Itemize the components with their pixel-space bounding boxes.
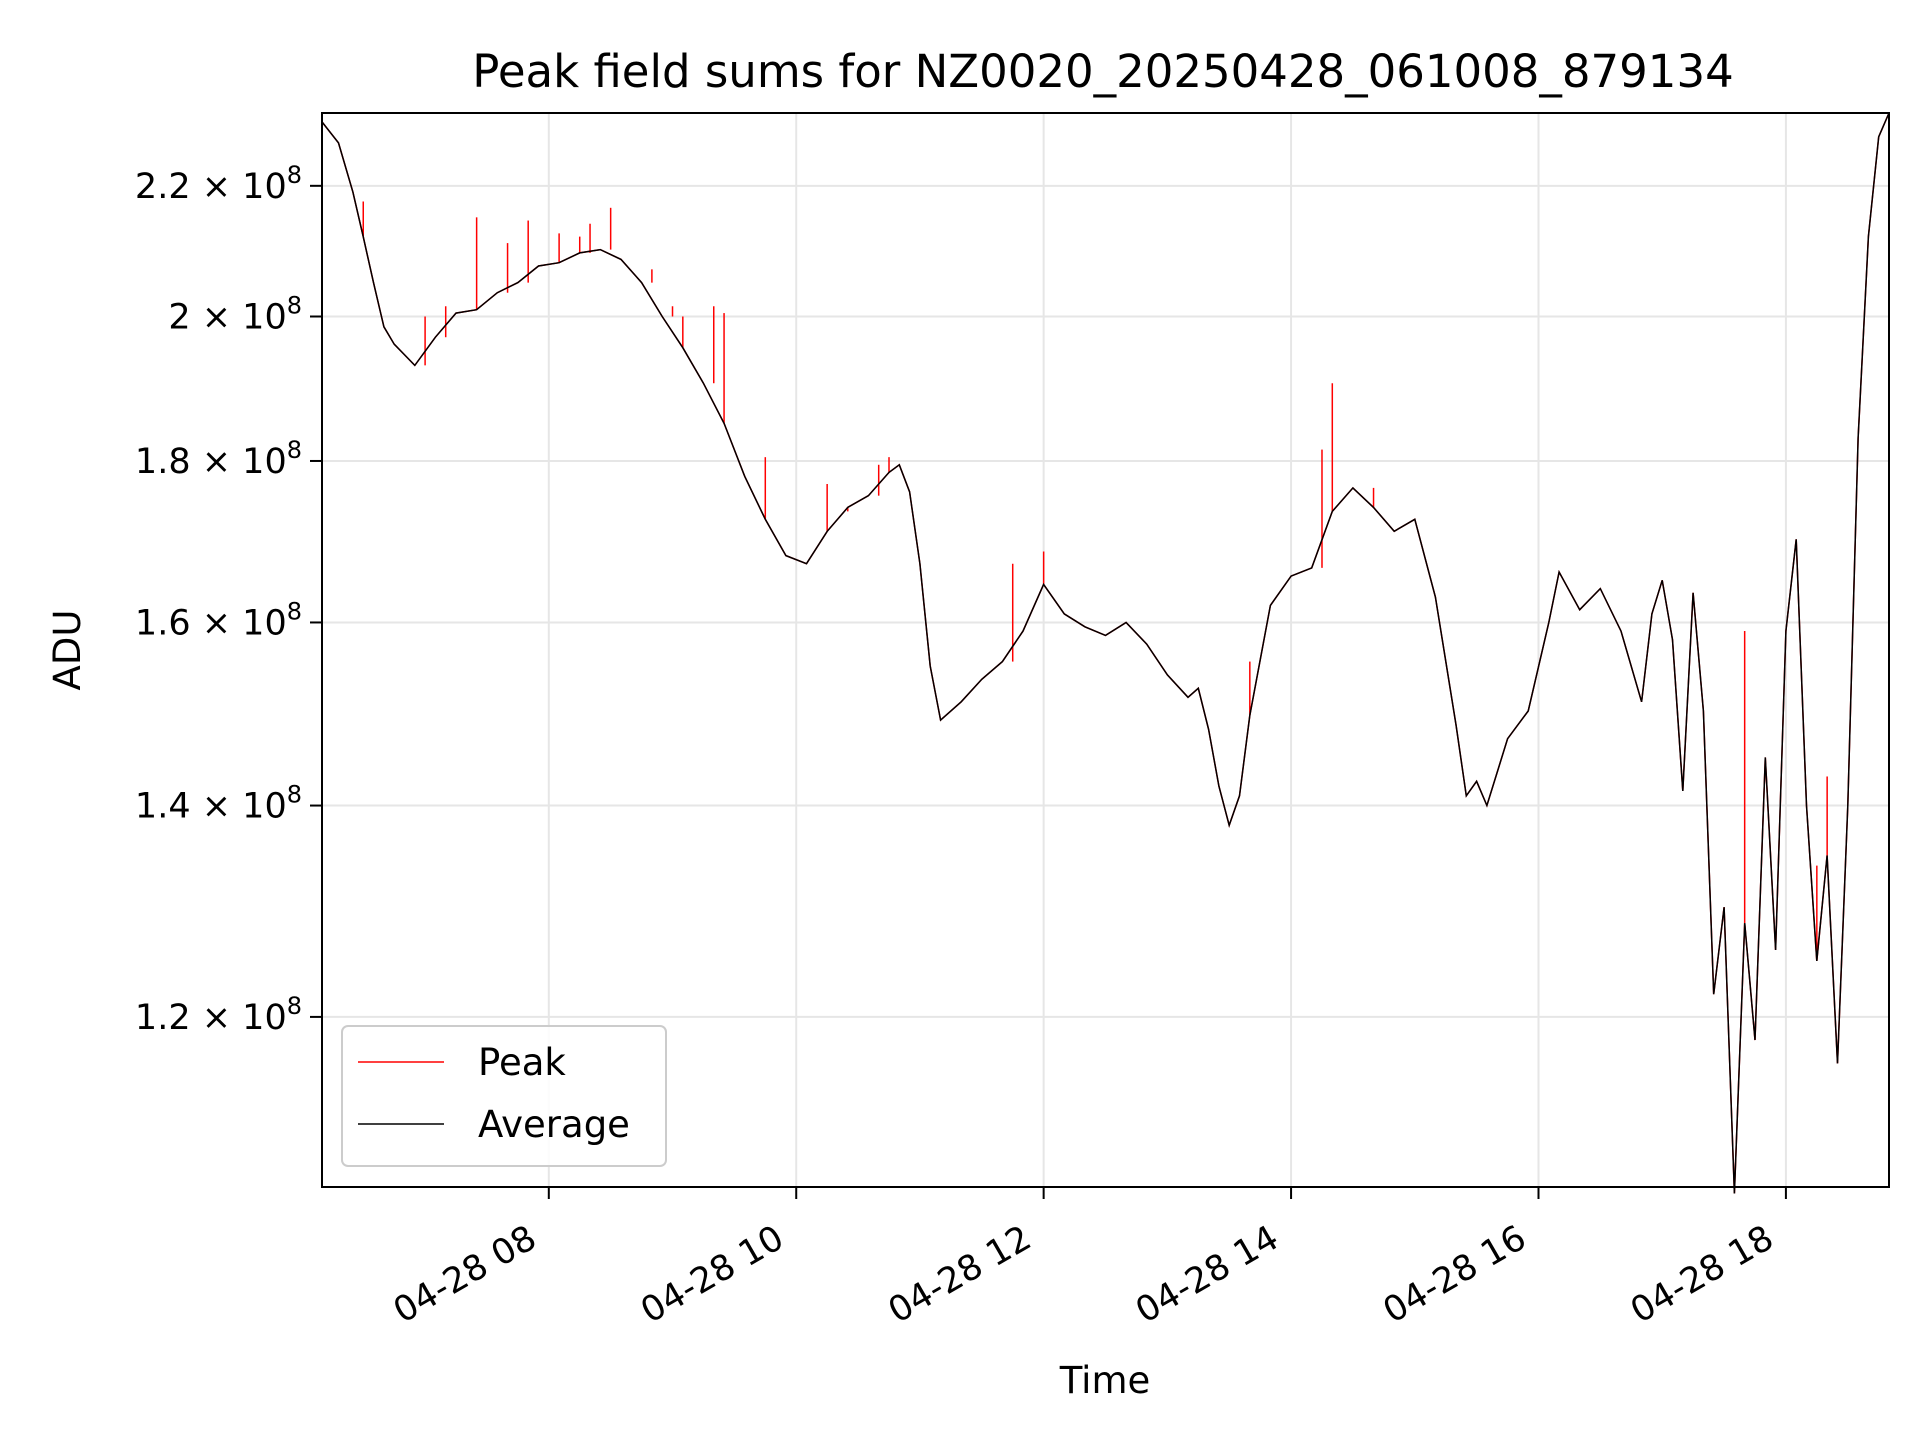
x-tick-label: 04-28 14 [1129,1218,1285,1331]
y-tick-times: × [191,298,243,338]
y-tick-exponent: 8 [287,781,302,809]
legend-label-average: Average [478,1103,630,1146]
y-tick-times: × [191,787,243,827]
y-tick-label: 2.2 × 108 [135,161,302,207]
x-tick-label: 04-28 16 [1377,1218,1533,1331]
y-tick-base: 10 [242,167,287,207]
y-tick-times: × [191,998,243,1038]
x-tick-label: 04-28 10 [634,1218,790,1331]
y-tick-base: 10 [242,787,287,827]
y-axis-title: ADU [46,610,89,691]
y-tick-exponent: 8 [287,292,302,320]
y-tick-mantissa: 1.6 [135,603,191,643]
y-tick-label: 2 × 108 [168,292,302,338]
chart-title: Peak field sums for NZ0020_20250428_0610… [472,45,1733,98]
y-tick-times: × [191,442,243,482]
y-tick-mantissa: 1.4 [135,787,191,827]
y-tick-base: 10 [242,442,287,482]
y-tick-label: 1.4 × 108 [135,781,302,827]
y-tick-exponent: 8 [287,992,302,1020]
legend: Peak Average [342,1026,666,1166]
y-tick-base: 10 [242,998,287,1038]
legend-label-peak: Peak [478,1041,566,1084]
y-tick-times: × [191,167,243,207]
y-tick-times: × [191,603,243,643]
y-tick-label: 1.6 × 108 [135,597,302,643]
y-tick-mantissa: 2.2 [135,167,191,207]
y-tick-base: 10 [242,603,287,643]
y-tick-base: 10 [242,298,287,338]
y-tick-label: 1.8 × 108 [135,436,302,482]
x-tick-label: 04-28 08 [387,1218,543,1331]
x-axis-title: Time [1059,1359,1151,1402]
y-tick-mantissa: 2 [168,298,190,338]
x-axis-ticks: 04-28 08 04-28 10 04-28 12 04-28 14 04-28 16… [387,1187,1786,1331]
y-tick-exponent: 8 [287,436,302,464]
x-tick-label: 04-28 12 [882,1218,1038,1331]
y-tick-exponent: 8 [287,161,302,189]
x-tick-label: 04-28 18 [1624,1218,1780,1331]
y-tick-label: 1.2 × 108 [135,992,302,1038]
y-tick-mantissa: 1.8 [135,442,191,482]
y-tick-exponent: 8 [287,597,302,625]
y-tick-mantissa: 1.2 [135,998,191,1038]
